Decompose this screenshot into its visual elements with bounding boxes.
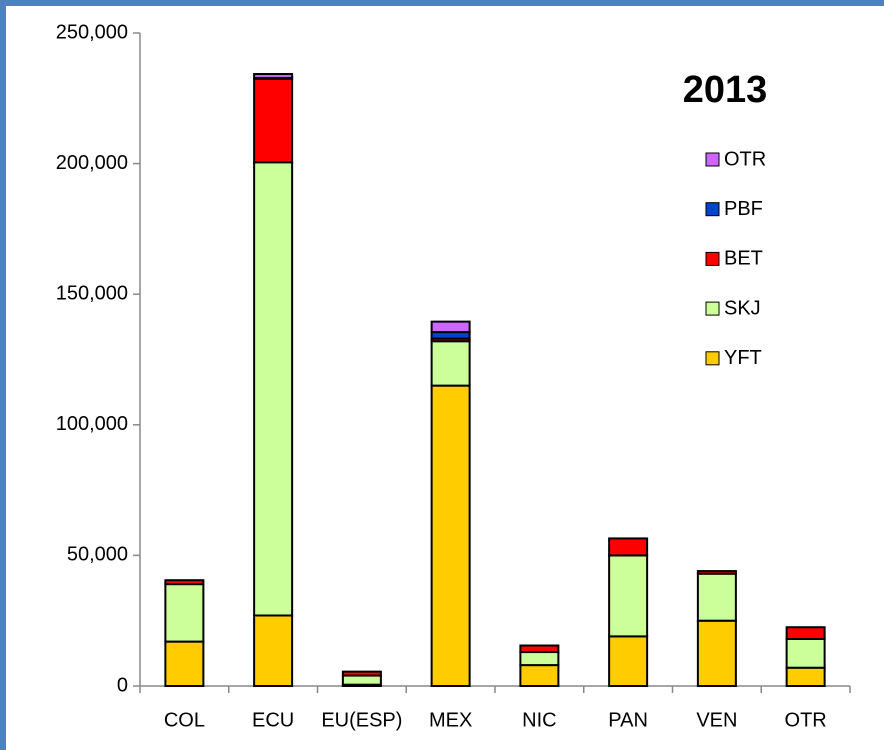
legend-swatch: [705, 301, 720, 316]
legend-swatch: [705, 351, 720, 366]
y-tick-label: 0: [117, 674, 128, 696]
y-tick-label: 50,000: [67, 544, 128, 566]
bar-segment: [696, 619, 737, 688]
bar-segment: [519, 644, 560, 654]
bar-segment: [430, 340, 471, 387]
chart-title: 2013: [683, 69, 768, 111]
legend-label: PBF: [724, 198, 763, 220]
legend-label: YFT: [724, 347, 762, 369]
bar-segment: [608, 635, 649, 688]
bar-segment: [785, 666, 826, 688]
x-tick-label: ECU: [252, 709, 294, 731]
bar-segment: [253, 77, 294, 164]
y-tick-label: 250,000: [56, 21, 128, 43]
bar-segment: [253, 614, 294, 688]
y-tick-label: 200,000: [56, 152, 128, 174]
x-tick-label: OTR: [785, 709, 827, 731]
bar-segment: [164, 583, 205, 643]
bar-segment: [608, 554, 649, 638]
x-tick-label: VEN: [696, 709, 737, 731]
bar-segment: [785, 637, 826, 669]
bar-segment: [696, 572, 737, 622]
bar-segment: [341, 670, 382, 677]
legend-swatch: [705, 152, 720, 167]
bar-segment: [253, 161, 294, 617]
bar-segment: [785, 626, 826, 640]
legend-label: BET: [724, 248, 763, 270]
bar-segment: [164, 640, 205, 688]
bar-segment: [430, 320, 471, 334]
x-tick-label: MEX: [429, 709, 472, 731]
bar-segment: [696, 570, 737, 575]
bar-segment: [519, 651, 560, 667]
x-tick-label: PAN: [608, 709, 648, 731]
bar-segment: [430, 384, 471, 687]
bar-segment: [253, 73, 294, 79]
bar-segment: [164, 579, 205, 586]
legend-label: SKJ: [724, 297, 761, 319]
legend-swatch: [705, 202, 720, 217]
legend-label: OTR: [724, 148, 766, 170]
bar-segment: [519, 664, 560, 688]
y-tick-label: 150,000: [56, 282, 128, 304]
x-tick-label: EU(ESP): [321, 709, 402, 731]
x-tick-label: NIC: [522, 709, 556, 731]
bar-segment: [608, 537, 649, 557]
y-tick-label: 100,000: [56, 413, 128, 435]
x-tick-label: COL: [164, 709, 205, 731]
bar-segment: [341, 674, 382, 686]
legend-swatch: [705, 251, 720, 266]
